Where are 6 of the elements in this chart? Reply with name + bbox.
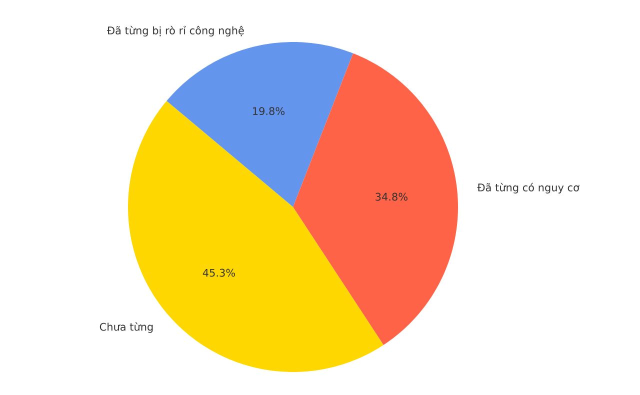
slice-label: Chưa từng [100,322,153,333]
data-label: 19.8% [253,107,285,116]
slice-label: Đã từng bị rò rỉ công nghệ [107,26,244,36]
slice-label: Đã từng có nguy cơ [477,182,580,194]
data-label: 34.8% [376,192,408,201]
data-label: 45.3% [202,268,236,277]
